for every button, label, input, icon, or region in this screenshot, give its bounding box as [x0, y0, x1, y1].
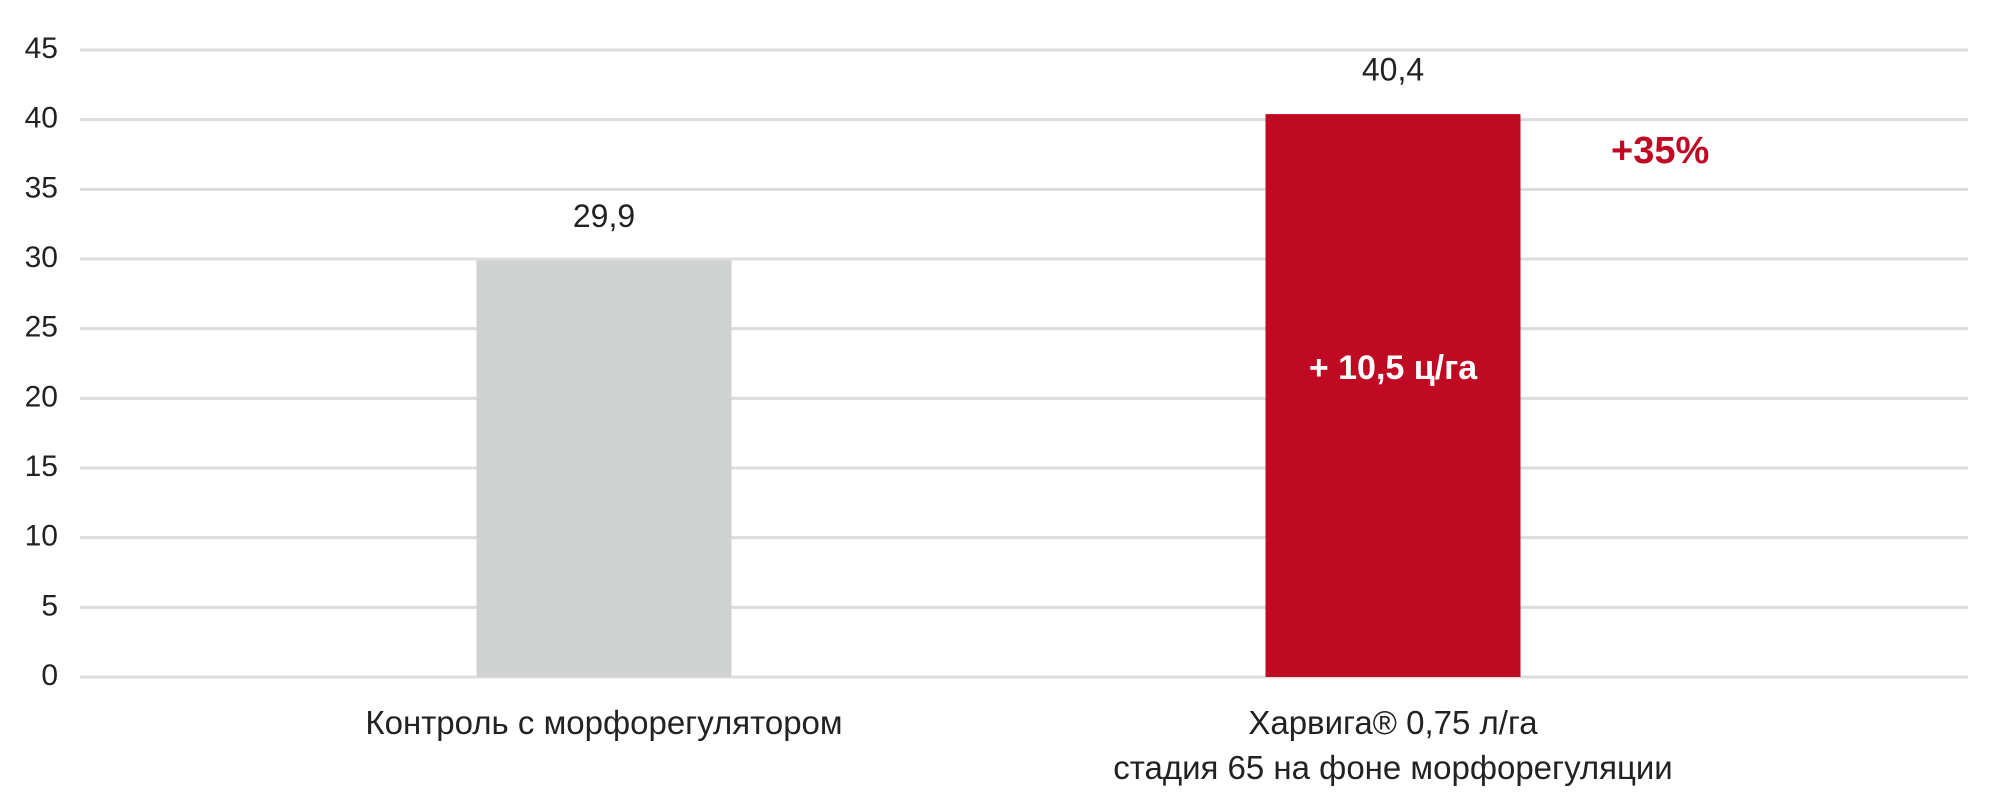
y-tick-label: 20 — [25, 380, 58, 413]
y-tick-label: 35 — [25, 171, 58, 204]
y-tick-label: 0 — [41, 659, 58, 692]
value-label: 40,4 — [1362, 52, 1424, 88]
y-tick-label: 45 — [25, 32, 58, 65]
y-tick-label: 15 — [25, 450, 58, 483]
bar — [476, 260, 732, 677]
y-tick-label: 30 — [25, 241, 58, 274]
y-tick-label: 25 — [25, 311, 58, 344]
bar-annotation: + 10,5 ц/га — [1309, 349, 1478, 387]
y-tick-label: 40 — [25, 102, 58, 135]
value-label: 29,9 — [573, 198, 635, 234]
x-tick-label: Харвига® 0,75 л/га стадия 65 на фоне мор… — [1113, 704, 1673, 786]
y-tick-label: 10 — [25, 520, 58, 553]
increase-percent: +35% — [1611, 130, 1709, 172]
x-tick-label: Контроль с морфорегулятором — [365, 704, 843, 741]
bar — [1265, 114, 1521, 678]
y-tick-label: 5 — [41, 589, 58, 622]
